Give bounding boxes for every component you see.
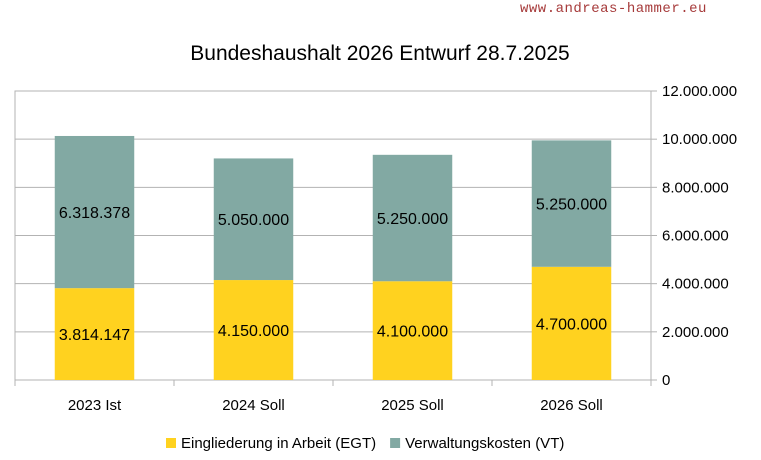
bar-segment xyxy=(372,281,453,380)
data-label: 5.250.000 xyxy=(536,197,607,214)
data-label: 5.050.000 xyxy=(218,212,289,229)
y-tick-label: 8.000.000 xyxy=(662,179,729,196)
y-tick-label: 0 xyxy=(662,372,670,389)
bars xyxy=(54,135,612,380)
x-tick-label: 2025 Soll xyxy=(381,397,444,414)
legend-swatch xyxy=(166,438,176,448)
data-label: 6.318.378 xyxy=(59,205,130,222)
data-label: 3.814.147 xyxy=(59,327,130,344)
y-tick-label: 12.000.000 xyxy=(662,83,737,100)
data-label: 4.700.000 xyxy=(536,316,607,333)
x-tick-label: 2023 Ist xyxy=(68,397,122,414)
legend-label: Eingliederung in Arbeit (EGT) xyxy=(181,435,376,452)
bar-segment xyxy=(372,154,453,282)
y-tick-label: 6.000.000 xyxy=(662,228,729,245)
legend-label: Verwaltungskosten (VT) xyxy=(405,435,564,452)
y-tick-label: 4.000.000 xyxy=(662,276,729,293)
chart-title: Bundeshaushalt 2026 Entwurf 28.7.2025 xyxy=(190,42,569,65)
bar-segment xyxy=(54,288,135,380)
bar-segment xyxy=(531,266,612,380)
y-tick-label: 2.000.000 xyxy=(662,324,729,341)
legend-swatch xyxy=(390,438,401,448)
x-tick-label: 2026 Soll xyxy=(540,397,603,414)
x-tick-label: 2024 Soll xyxy=(222,397,285,414)
bar-segment xyxy=(213,280,294,380)
bar-segment xyxy=(531,140,612,267)
axes: 0 2.000.000 4.000.000 6.000.000 8.000.000 10.… xyxy=(14,83,737,414)
bar-segment xyxy=(54,135,135,289)
data-label: 4.100.000 xyxy=(377,324,448,341)
data-labels: 3.814.147 6.318.378 4.150.000 5.050.000 4.10… xyxy=(59,197,607,344)
bar-segment xyxy=(213,158,294,281)
watermark: www.andreas-hammer.eu xyxy=(520,1,707,17)
y-tick-label: 10.000.000 xyxy=(662,131,737,148)
data-label: 4.150.000 xyxy=(218,323,289,340)
legend: Eingliederung in Arbeit (EGT) Verwaltungs… xyxy=(166,435,564,452)
data-label: 5.250.000 xyxy=(377,211,448,228)
